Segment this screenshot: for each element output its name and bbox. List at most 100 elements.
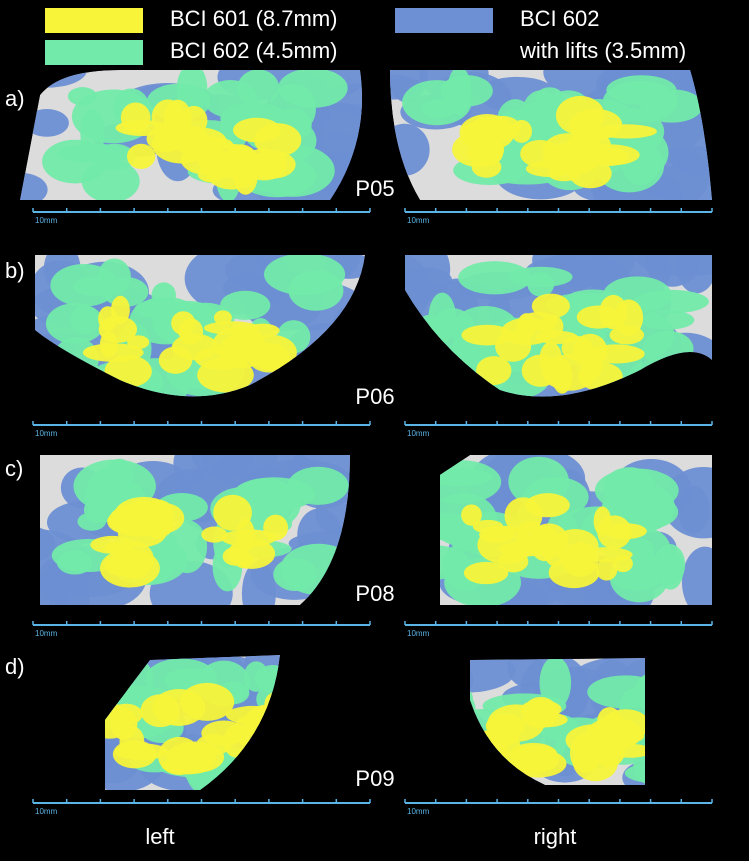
coverage-patch [220, 290, 271, 320]
coverage-patch [237, 70, 280, 107]
coverage-patch [98, 306, 118, 332]
coverage-patch [498, 550, 529, 573]
coverage-patch [93, 143, 136, 171]
coverage-patch [40, 526, 56, 563]
coverage-patch [440, 468, 494, 487]
coverage-patch [170, 127, 227, 156]
coverage-patch [151, 282, 176, 309]
participant-label: P05 [355, 176, 394, 201]
coverage-patch [127, 508, 160, 537]
coverage-patch [581, 348, 603, 380]
coverage-patch [595, 558, 618, 581]
coverage-patch [507, 744, 560, 774]
legend-label: with lifts (3.5mm) [519, 38, 686, 63]
scale-label: 10mm [35, 216, 58, 225]
coverage-patch [593, 506, 612, 536]
coverage-patch [213, 310, 232, 325]
coverage-patch [681, 546, 712, 605]
coverage-patch [140, 694, 181, 728]
legend-swatch [45, 40, 143, 65]
row-label: a) [5, 86, 25, 111]
legend-label: BCI 602 (4.5mm) [170, 38, 338, 63]
coverage-patch [539, 658, 572, 710]
coverage-patch [233, 117, 281, 143]
coverage-patch [172, 333, 218, 361]
scale-label: 10mm [407, 629, 430, 638]
coverage-patch [461, 504, 482, 526]
coverage-patch [520, 140, 560, 168]
scale-label: 10mm [407, 429, 430, 438]
coverage-patch [527, 272, 555, 297]
scan-render [405, 255, 712, 397]
coverage-patch [288, 270, 344, 311]
coverage-patch [633, 749, 645, 785]
coverage-patch [299, 103, 362, 140]
coverage-patch [577, 547, 633, 563]
coverage-patch [263, 514, 289, 541]
coverage-patch [104, 541, 135, 556]
coverage-patch [476, 356, 512, 385]
coverage-patch [126, 143, 156, 169]
coverage-patch [196, 733, 232, 755]
coverage-patch [592, 732, 626, 768]
scan-render [40, 455, 350, 605]
coverage-patch [110, 707, 138, 741]
coverage-patch [173, 455, 209, 486]
scale-label: 10mm [35, 629, 58, 638]
coverage-patch [529, 525, 560, 562]
scan-render [440, 455, 712, 605]
coverage-patch [654, 544, 686, 586]
coverage-patch [675, 255, 712, 294]
row-label: d) [5, 654, 25, 679]
scan-render [20, 70, 362, 200]
coverage-patch [67, 87, 97, 106]
coverage-patch [458, 261, 532, 295]
coverage-patch [597, 707, 622, 736]
column-label: left [145, 824, 174, 849]
coverage-patch [161, 757, 213, 775]
scale-label: 10mm [407, 807, 430, 816]
coverage-patch [203, 321, 260, 335]
legend-label: BCI 602 [520, 6, 600, 31]
participant-label: P09 [355, 766, 394, 791]
coverage-patch [525, 493, 570, 518]
coverage-patch [191, 455, 256, 478]
coverage-patch [551, 358, 573, 394]
coverage-patch [241, 560, 276, 605]
coverage-patch [241, 148, 287, 181]
coverage-patch [45, 303, 105, 344]
row-label: c) [5, 456, 23, 481]
coverage-patch [197, 357, 254, 393]
coverage-patch [277, 70, 348, 108]
coverage-patch [640, 310, 695, 330]
legend-label: BCI 601 (8.7mm) [170, 6, 338, 31]
coverage-patch [440, 75, 493, 107]
coverage-patch [511, 119, 533, 143]
legend-swatch [395, 8, 493, 33]
coverage-patch [234, 716, 256, 746]
scale-label: 10mm [407, 216, 430, 225]
legend-swatch [45, 8, 143, 33]
coverage-patch [587, 675, 645, 709]
coverage-patch [614, 299, 644, 336]
coverage-patch [100, 549, 160, 588]
coverage-patch [576, 305, 621, 329]
coverage-patch [518, 312, 558, 331]
coverage-patch [167, 520, 208, 574]
coverage-patch [461, 324, 513, 346]
coverage-patch [421, 99, 457, 118]
coverage-patch [236, 518, 255, 553]
participant-label: P06 [355, 384, 394, 409]
column-label: right [534, 824, 577, 849]
coverage-patch [115, 120, 169, 136]
scan-render [390, 70, 712, 200]
coverage-patch [56, 550, 93, 575]
coverage-patch [428, 292, 457, 343]
coverage-patch [568, 158, 612, 189]
coverage-patch [82, 343, 144, 362]
coverage-patch [248, 342, 291, 373]
coverage-patch [633, 289, 709, 314]
coverage-patch [463, 561, 509, 585]
